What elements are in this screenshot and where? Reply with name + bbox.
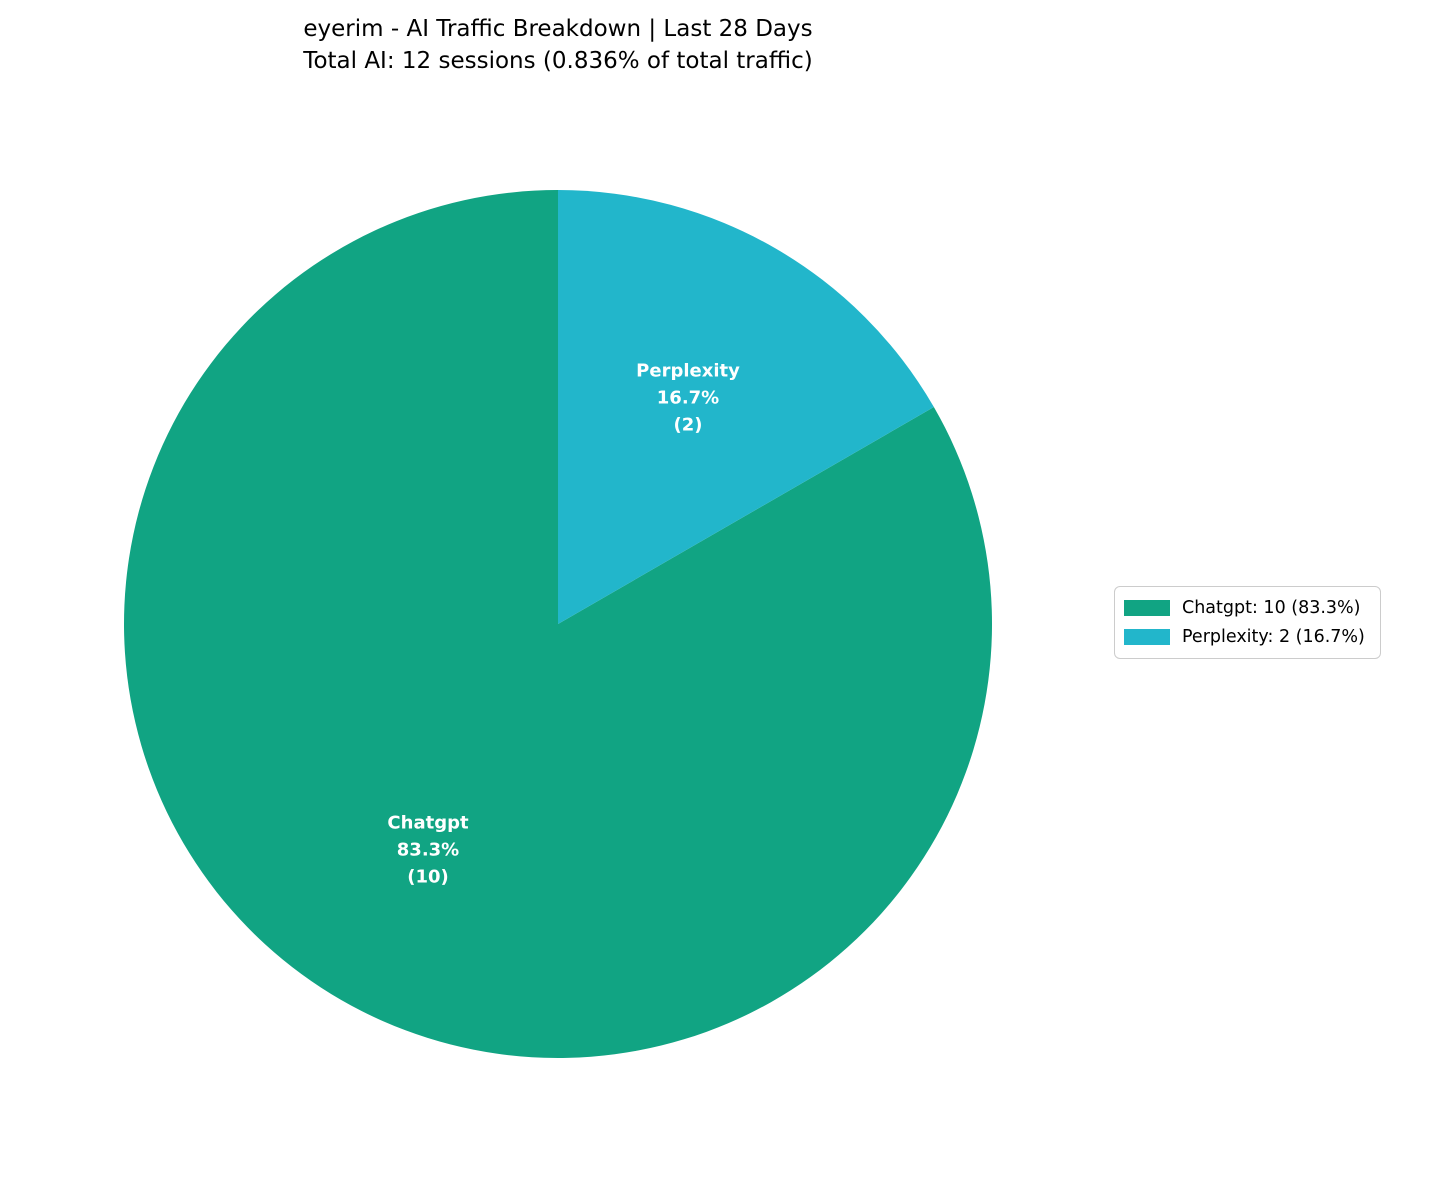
slice-label-chatgpt: Chatgpt 83.3% (10) [387, 810, 468, 891]
legend-swatch-perplexity [1124, 629, 1170, 645]
slice-label-perplexity: Perplexity 16.7% (2) [636, 358, 740, 439]
chart-title-line2: Total AI: 12 sessions (0.836% of total t… [303, 48, 813, 74]
legend-swatch-chatgpt [1124, 600, 1170, 616]
chart-title-line1: eyerim - AI Traffic Breakdown | Last 28 … [303, 16, 813, 42]
legend-label-chatgpt: Chatgpt: 10 (83.3%) [1182, 598, 1361, 618]
chart-legend: Chatgpt: 10 (83.3%) Perplexity: 2 (16.7%… [1114, 586, 1381, 659]
slice-label-perplexity-pct: 16.7% [656, 387, 720, 409]
pie-slice-perplexity [558, 190, 934, 624]
pie-slice-chatgpt [124, 190, 993, 1058]
slice-label-perplexity-count: (2) [673, 414, 703, 436]
slice-label-chatgpt-count: (10) [407, 866, 449, 888]
slice-label-chatgpt-name: Chatgpt [387, 812, 469, 834]
slice-label-chatgpt-pct: 83.3% [396, 839, 460, 861]
slice-label-perplexity-name: Perplexity [636, 360, 740, 382]
chart-title: eyerim - AI Traffic Breakdown | Last 28 … [0, 13, 1116, 77]
legend-row-perplexity: Perplexity: 2 (16.7%) [1124, 627, 1365, 647]
legend-label-perplexity: Perplexity: 2 (16.7%) [1182, 627, 1365, 647]
legend-row-chatgpt: Chatgpt: 10 (83.3%) [1124, 598, 1365, 618]
